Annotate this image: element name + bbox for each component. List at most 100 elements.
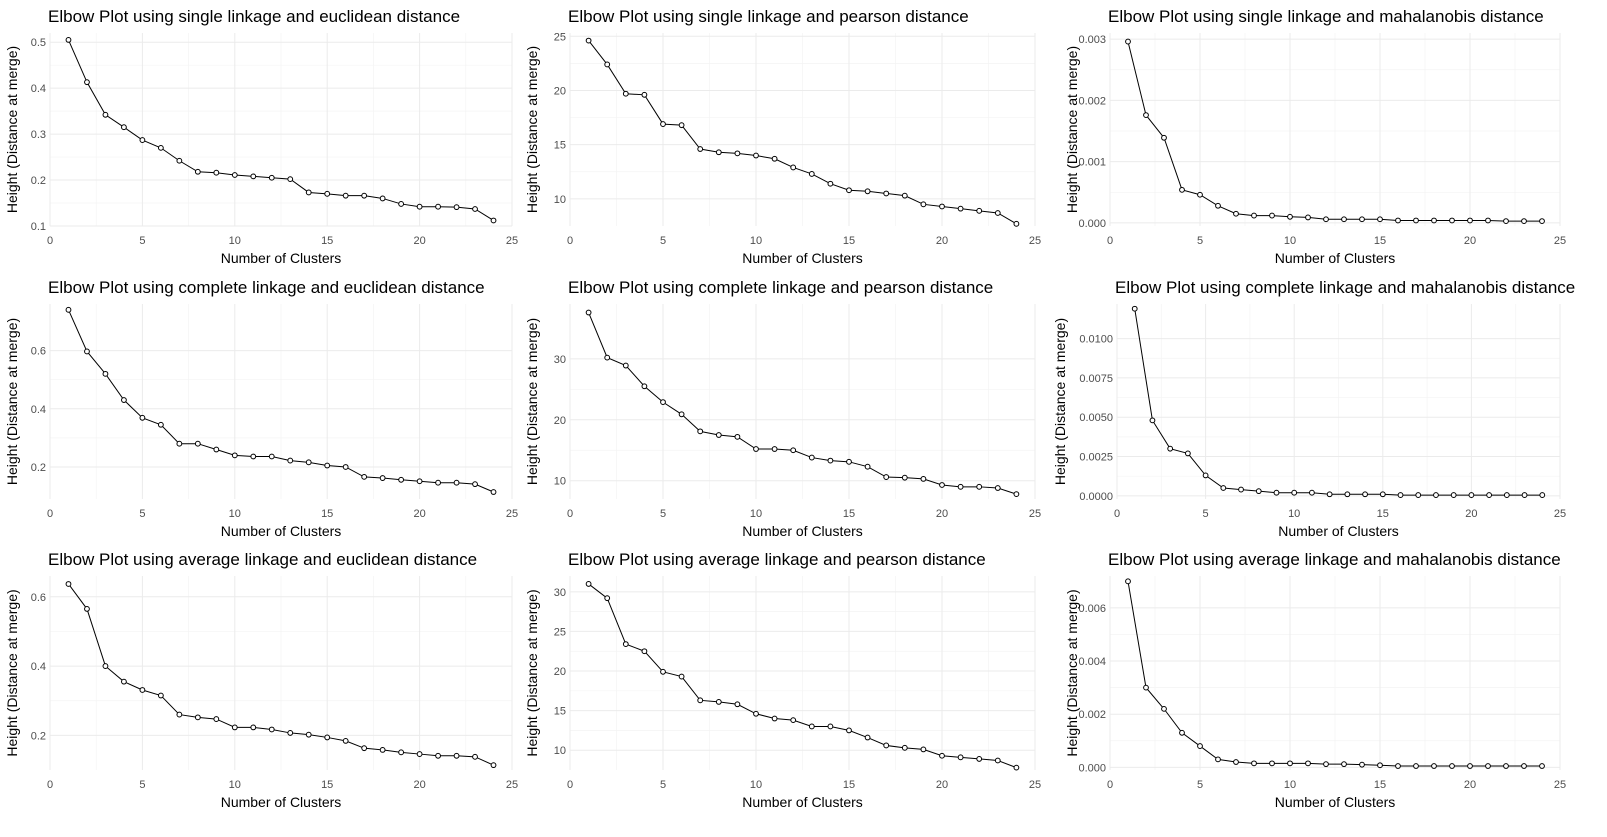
data-point: [194, 440, 201, 447]
data-point: [250, 453, 257, 460]
data-point: [1220, 485, 1227, 491]
series-line: [1134, 308, 1543, 496]
data-point: [84, 606, 90, 612]
x-axis-label: Number of Clusters: [742, 523, 863, 539]
chart-title: Elbow Plot using single linkage and maha…: [1108, 7, 1544, 26]
data-point: [1467, 217, 1473, 224]
y-tick-label: 15: [554, 706, 566, 718]
data-point: [660, 668, 666, 675]
y-tick-label: 0.0075: [1079, 373, 1113, 385]
data-point: [379, 195, 386, 202]
data-point: [287, 457, 294, 464]
y-axis-label: Height (Distance at merge): [4, 589, 20, 756]
data-point: [453, 204, 460, 211]
y-tick-label: 0.1: [31, 221, 46, 233]
data-point: [1167, 445, 1174, 452]
y-tick-label: 15: [554, 140, 566, 152]
x-tick-label: 0: [567, 508, 573, 520]
y-axis-label: Height (Distance at merge): [4, 46, 20, 213]
data-point: [1433, 492, 1439, 498]
data-point: [734, 433, 741, 440]
data-point: [1326, 491, 1333, 498]
data-point: [1359, 216, 1365, 223]
data-point: [1362, 491, 1368, 498]
x-tick-label: 5: [660, 508, 666, 520]
data-point: [84, 348, 90, 355]
x-tick-label: 0: [567, 779, 573, 791]
y-tick-label: 0.6: [31, 592, 46, 604]
data-point: [1269, 212, 1275, 219]
chart-title: Elbow Plot using average linkage and pea…: [568, 550, 986, 569]
data-point: [213, 169, 220, 176]
data-point: [1503, 492, 1510, 498]
x-axis-label: Number of Clusters: [221, 250, 342, 266]
y-tick-label: 20: [554, 415, 566, 427]
data-point: [472, 206, 478, 212]
data-point: [379, 475, 386, 481]
data-point: [585, 309, 592, 316]
data-point: [827, 723, 834, 730]
data-point: [1539, 763, 1545, 769]
x-tick-label: 20: [936, 779, 948, 791]
data-point: [139, 687, 146, 693]
x-tick-label: 15: [1374, 235, 1386, 247]
x-tick-label: 5: [139, 235, 145, 247]
x-tick-label: 0: [47, 779, 53, 791]
data-point: [1413, 763, 1419, 769]
data-point: [194, 168, 201, 175]
data-point: [641, 383, 648, 390]
data-point: [1521, 763, 1527, 769]
data-point: [194, 714, 201, 721]
data-point: [1161, 705, 1167, 712]
data-point: [939, 203, 945, 210]
series-line: [588, 312, 1017, 495]
x-tick-label: 5: [1197, 779, 1203, 791]
data-point: [678, 673, 685, 680]
data-point: [864, 188, 871, 195]
data-point: [901, 744, 908, 751]
x-tick-label: 20: [1464, 779, 1476, 791]
data-point: [1287, 213, 1293, 220]
series-line: [68, 583, 494, 766]
data-point: [324, 462, 331, 469]
data-point: [305, 459, 312, 466]
x-axis-label: Number of Clusters: [1275, 794, 1396, 810]
y-tick-label: 0.003: [1078, 34, 1106, 46]
data-point: [994, 210, 1001, 216]
y-tick-label: 10: [554, 194, 566, 206]
data-point: [1238, 486, 1244, 493]
data-point: [472, 753, 478, 760]
y-tick-label: 25: [554, 626, 566, 638]
data-point: [678, 122, 685, 129]
data-point: [1323, 761, 1329, 768]
y-axis-label: Height (Distance at merge): [1052, 318, 1068, 485]
chart-title: Elbow Plot using single linkage and pear…: [568, 7, 969, 26]
y-tick-label: 20: [554, 85, 566, 97]
data-point: [715, 149, 722, 156]
data-point: [176, 157, 183, 164]
x-axis-label: Number of Clusters: [1275, 250, 1396, 266]
data-point: [1486, 492, 1493, 498]
x-axis-label: Number of Clusters: [742, 794, 863, 810]
y-tick-label: 0.2: [31, 730, 46, 742]
y-tick-label: 0.0050: [1079, 412, 1113, 424]
data-point: [1341, 216, 1347, 223]
data-point: [1450, 492, 1457, 498]
x-tick-label: 10: [1284, 235, 1296, 247]
data-point: [1539, 492, 1546, 498]
data-point: [846, 187, 852, 194]
y-tick-label: 0.2: [31, 175, 46, 187]
x-tick-label: 0: [47, 235, 53, 247]
y-axis-label: Height (Distance at merge): [1064, 589, 1080, 756]
y-axis-label: Height (Distance at merge): [524, 589, 540, 756]
x-axis-label: Number of Clusters: [221, 794, 342, 810]
y-tick-label: 0.006: [1078, 603, 1106, 615]
y-tick-label: 30: [554, 354, 566, 366]
x-tick-label: 20: [1464, 235, 1476, 247]
x-tick-label: 5: [1203, 508, 1209, 520]
data-point: [231, 724, 238, 731]
x-tick-label: 10: [750, 508, 762, 520]
data-point: [305, 189, 312, 196]
series-line: [1127, 581, 1542, 767]
data-point: [697, 146, 704, 152]
